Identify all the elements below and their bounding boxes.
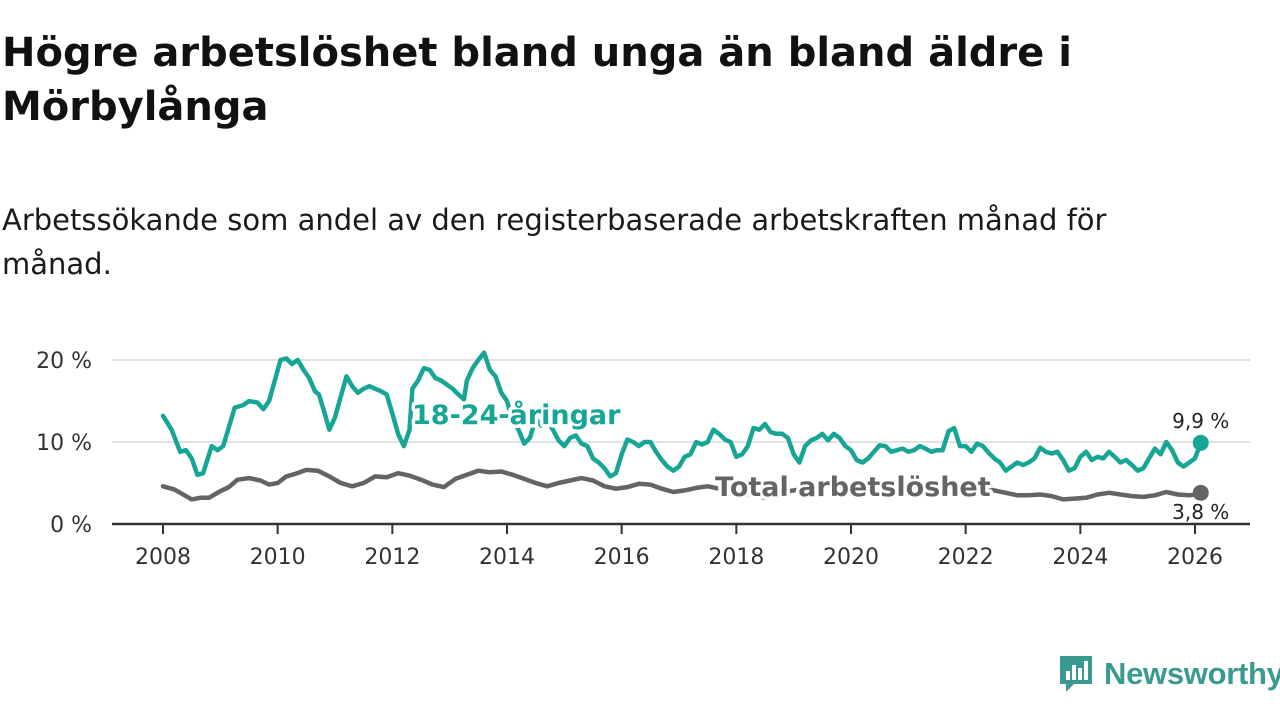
x-tick-label-2016: 2016 (594, 545, 650, 570)
series-label-total: Total arbetslöshet (715, 472, 991, 503)
end-value-youth: 9,9 % (1172, 409, 1229, 433)
end-value-total: 3,8 % (1172, 500, 1229, 524)
newsworthy-bar-chart-icon (1060, 656, 1092, 692)
series-lines (160, 350, 1209, 502)
series-line-1 (160, 467, 1203, 502)
x-tick-label-2026: 2026 (1167, 545, 1223, 570)
x-tick-label-2008: 2008 (135, 545, 191, 570)
gridlines (112, 359, 1250, 443)
series-end-dot-1 (1192, 484, 1209, 501)
x-tick-label-2010: 2010 (250, 545, 306, 570)
chart-title: Högre arbetslöshet bland unga än bland ä… (2, 30, 1072, 130)
x-tick-label-2020: 2020 (823, 545, 879, 570)
series-line-0 (160, 350, 1203, 479)
x-tick-label-2024: 2024 (1052, 545, 1108, 570)
x-tick-label-2012: 2012 (364, 545, 420, 570)
newsworthy-logo: Newsworthy (1058, 652, 1280, 696)
series-end-dot-0 (1192, 434, 1209, 451)
series-labels: 18-24-åringar Total arbetslöshet 9,9 % 3,8 … (409, 396, 1233, 528)
brand-name: Newsworthy (1104, 656, 1280, 691)
y-tick-label-20: 20 % (36, 349, 92, 374)
series-label-youth: 18-24-åringar (412, 399, 621, 431)
x-tick-label-2018: 2018 (708, 545, 764, 570)
x-tick-label-2022: 2022 (938, 545, 994, 570)
line-chart: 18-24-åringar Total arbetslöshet 9,9 % 3,8 … (36, 349, 1250, 570)
x-tick-label-2014: 2014 (479, 545, 535, 570)
y-tick-label-10: 10 % (36, 431, 92, 456)
chart-subtitle: Arbetssökande som andel av den registerb… (2, 203, 1107, 281)
axes: 0 % 10 % 20 % 2008 2010 2012 2014 2016 2018 2020 2… (36, 349, 1250, 570)
y-tick-label-0: 0 % (50, 513, 92, 538)
